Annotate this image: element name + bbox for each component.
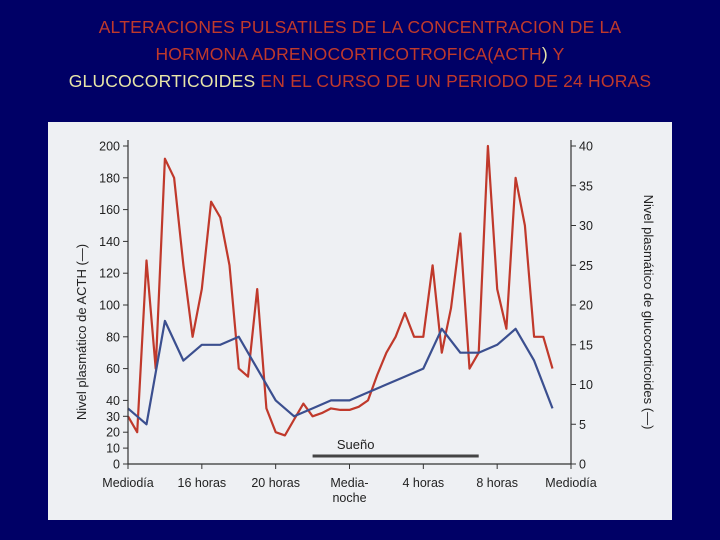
y-right-tick-label: 20 bbox=[579, 299, 593, 313]
title-line-2: HORMONA ADRENOCORTICOTROFICA(ACTH bbox=[155, 44, 542, 64]
y-axis-left-label: Nivel plasmático de ACTH (—) bbox=[74, 244, 89, 420]
y-left-tick-label: 60 bbox=[106, 362, 120, 376]
y-right-tick-label: 15 bbox=[579, 338, 593, 352]
y-left-tick-label: 40 bbox=[106, 394, 120, 408]
title-line-3-glucocorticoides: GLUCOCORTICOIDES bbox=[68, 71, 256, 91]
x-tick-label: Mediodía bbox=[102, 476, 153, 490]
title-line-1: ALTERACIONES PULSATILES DE LA CONCENTRAC… bbox=[98, 17, 622, 37]
x-tick-label: 4 horas bbox=[402, 476, 444, 490]
x-tick-label: noche bbox=[332, 491, 366, 505]
y-right-tick-label: 10 bbox=[579, 378, 593, 392]
y-right-tick-label: 40 bbox=[579, 140, 593, 154]
acth-series-line bbox=[127, 144, 554, 437]
slide-title: ALTERACIONES PULSATILES DE LA CONCENTRAC… bbox=[0, 14, 720, 95]
y-left-tick-label: 0 bbox=[113, 458, 120, 472]
title-line-2-y: Y bbox=[547, 44, 565, 64]
y-left-tick-label: 100 bbox=[99, 299, 120, 313]
y-left-tick-label: 140 bbox=[99, 235, 120, 249]
y-left-tick-label: 120 bbox=[99, 267, 120, 281]
y-left-tick-label: 30 bbox=[106, 410, 120, 424]
y-left-tick-label: 10 bbox=[106, 442, 120, 456]
y-right-tick-label: 25 bbox=[579, 259, 593, 273]
x-tick-label: 20 horas bbox=[251, 476, 300, 490]
x-tick-label: 16 horas bbox=[178, 476, 227, 490]
chart-figure: 0 10 20 30 40 60 80 100 120 140 160 180 200 0 5 10 15 20 2… bbox=[48, 122, 672, 520]
y-right-tick-label: 35 bbox=[579, 179, 593, 193]
y-right-tick-label: 30 bbox=[579, 219, 593, 233]
y-right-tick-label: 0 bbox=[579, 458, 586, 472]
x-tick-label: Media- bbox=[330, 476, 368, 490]
title-line-2-paren: ) bbox=[541, 44, 548, 64]
y-axis-right-label: Nivel plasmático de glucocorticoides (—) bbox=[641, 195, 656, 430]
y-left-tick-label: 80 bbox=[106, 330, 120, 344]
sleep-label: Sueño bbox=[337, 437, 375, 452]
y-left-tick-label: 160 bbox=[99, 203, 120, 217]
y-left-tick-label: 180 bbox=[99, 171, 120, 185]
y-left-tick-label: 20 bbox=[106, 426, 120, 440]
y-left-tick-label: 200 bbox=[99, 140, 120, 154]
glucocorticoid-series-line bbox=[127, 319, 554, 426]
x-tick-label: 8 horas bbox=[476, 476, 518, 490]
hormone-chart: 0 10 20 30 40 60 80 100 120 140 160 180 200 0 5 10 15 20 2… bbox=[74, 140, 656, 506]
title-line-3-rest: EN EL CURSO DE UN PERIODO DE 24 HORAS bbox=[255, 71, 652, 91]
y-right-tick-label: 5 bbox=[579, 418, 586, 432]
x-tick-label: Mediodía bbox=[545, 476, 596, 490]
